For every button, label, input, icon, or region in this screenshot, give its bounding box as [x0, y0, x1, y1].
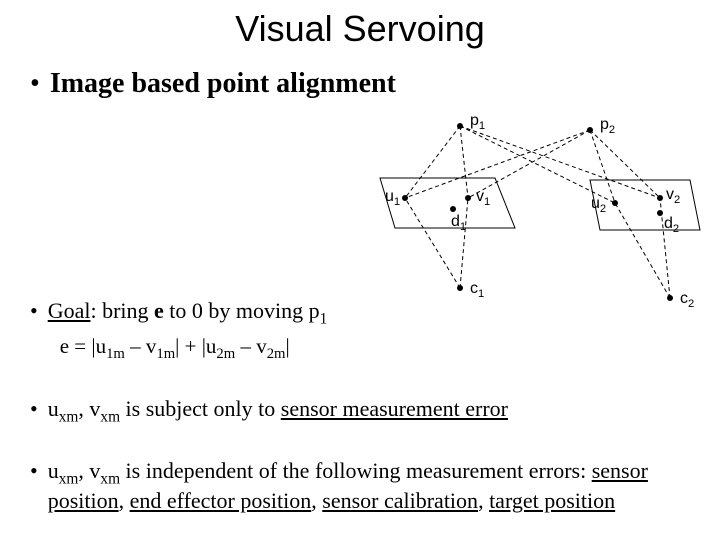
bullet-dot: • [30, 70, 40, 98]
label-d2: d2 [664, 215, 679, 235]
bullet-text-1: uxm, vxm is subject only to sensor measu… [48, 396, 690, 426]
label-v1: v1 [476, 188, 490, 208]
bullet-text-2: uxm, vxm is independent of the following… [48, 458, 690, 514]
point-u2 [612, 200, 618, 206]
subtitle-row: • Image based point alignment [0, 68, 720, 100]
bullet-list: • Goal: bring e to 0 by moving p1 e = |u1m… [30, 298, 690, 546]
label-v2: v2 [666, 186, 680, 206]
projection-line [460, 126, 468, 198]
bullet-item-1: • uxm, vxm is subject only to sensor meas… [30, 396, 690, 426]
label-u1: u1 [385, 188, 400, 208]
point-d1 [450, 206, 456, 212]
projection-line [615, 203, 670, 298]
subtitle-text: Image based point alignment [50, 68, 396, 100]
servoing-diagram: p1p2c1c2u1v1d1u2v2d2 [340, 108, 710, 308]
bullet-dot: • [30, 300, 38, 322]
projection-line [590, 130, 660, 198]
point-v2 [657, 195, 663, 201]
bullet-equation-0: e = |u1m – v1m| + |u2m – v2m| [60, 334, 690, 363]
point-u1 [402, 195, 408, 201]
point-p1 [457, 123, 463, 129]
bullet-item-0: • Goal: bring e to 0 by moving p1 e = |u1m… [30, 298, 690, 364]
bullet-text-0: Goal: bring e to 0 by moving p1 [48, 298, 690, 328]
point-p2 [587, 127, 593, 133]
bullet-item-2: • uxm, vxm is independent of the followin… [30, 458, 690, 514]
point-c1 [457, 285, 463, 291]
image-plane-right [590, 180, 700, 230]
label-d1: d1 [451, 213, 466, 233]
label-p1: p1 [470, 112, 485, 132]
page-title: Visual Servoing [0, 8, 720, 50]
bullet-dot: • [30, 460, 38, 482]
projection-line [405, 130, 590, 198]
point-v1 [465, 195, 471, 201]
label-u2: u2 [591, 195, 606, 215]
projection-line [460, 198, 468, 288]
projection-line [405, 126, 460, 198]
bullet-body-0: Goal: bring e to 0 by moving p1 e = |u1m … [48, 298, 690, 364]
image-plane-left [380, 178, 515, 228]
bullet-dot: • [30, 398, 38, 420]
bullet-body-2: uxm, vxm is independent of the following… [48, 458, 690, 514]
bullet-body-1: uxm, vxm is subject only to sensor measu… [48, 396, 690, 426]
point-d2 [657, 210, 663, 216]
label-p2: p2 [600, 116, 615, 136]
